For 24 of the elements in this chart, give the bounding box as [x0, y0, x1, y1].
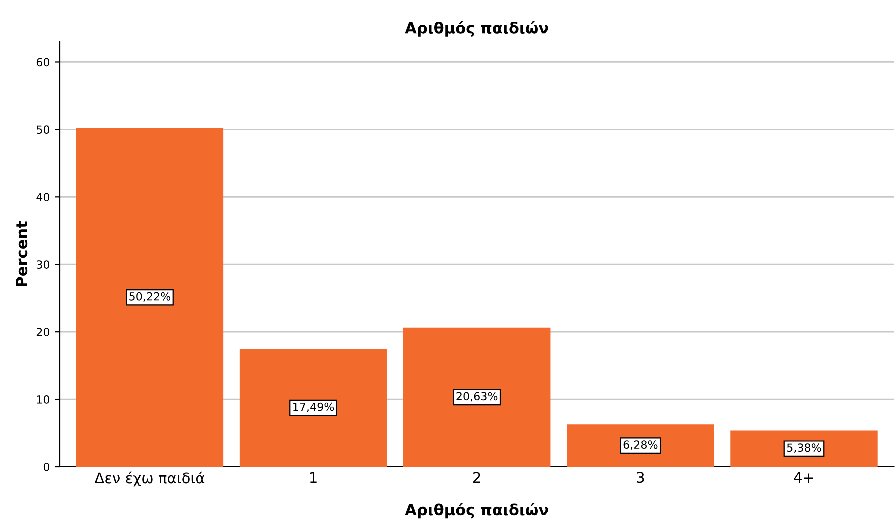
y-tick-label: 0 — [44, 462, 50, 472]
y-tick-label: 40 — [36, 193, 50, 202]
data-label: 6,28% — [624, 440, 658, 450]
y-tick-label: 10 — [37, 396, 50, 404]
bar — [403, 328, 551, 467]
x-tick-label: 4+ — [794, 472, 814, 483]
bar — [567, 424, 714, 467]
x-axis-title: Αριθμός παιδιών — [405, 503, 548, 519]
x-tick-label: 1 — [310, 472, 317, 483]
data-label: 5,38% — [787, 444, 822, 454]
y-axis-title: Percent — [16, 222, 28, 286]
y-tick-label: 50 — [36, 126, 50, 134]
data-label: 20,63% — [456, 392, 498, 402]
y-tick-label: 60 — [36, 58, 50, 67]
x-tick-label: 2 — [474, 472, 480, 483]
bar — [76, 128, 224, 467]
y-tick-label: 30 — [36, 260, 50, 269]
data-label: 50,22% — [130, 292, 171, 302]
y-tick-label: 20 — [36, 328, 50, 336]
x-tick-label: 3 — [637, 472, 644, 484]
x-tick-label: Δεν έχω παιδιά — [94, 472, 205, 487]
bar — [240, 349, 388, 467]
chart-title: Αριθμός παιδιών — [405, 21, 548, 37]
data-label: 17,49% — [294, 402, 334, 412]
